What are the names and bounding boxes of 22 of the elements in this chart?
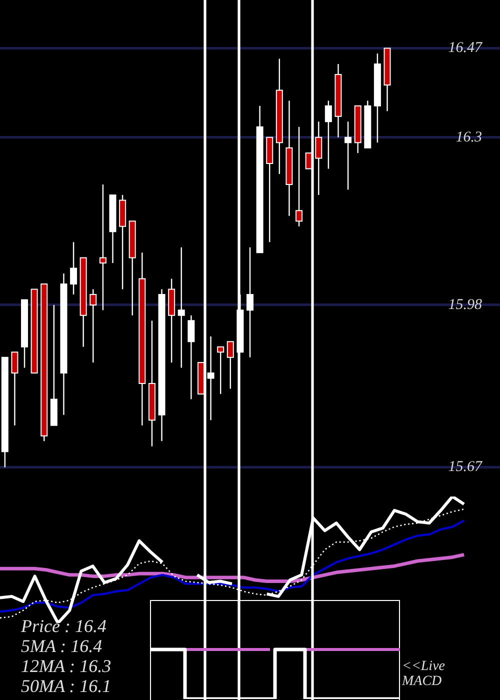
candlestick (90, 288, 97, 364)
annotation: MACD (402, 674, 442, 689)
annotation: <<Live (402, 659, 445, 674)
candlestick (99, 184, 106, 311)
y-tick-label: 15.98 (448, 296, 482, 313)
candlestick (178, 246, 185, 368)
candlestick (11, 351, 18, 426)
candlestick (70, 241, 78, 296)
candlestick (226, 341, 234, 390)
text: 5MA : 16.4 (21, 636, 102, 656)
y-tick-label: 16.3 (456, 129, 482, 146)
candlestick (296, 126, 303, 227)
y-tick-label: 16.47 (448, 40, 484, 56)
candlestick (344, 121, 352, 190)
candlestick (217, 346, 224, 395)
y-tick-label: 15.67 (448, 459, 484, 476)
text: 50MA : 16.1 (21, 676, 112, 696)
candlestick (324, 100, 332, 170)
annotation: Price : 16.4 (21, 616, 106, 636)
candlestick (188, 314, 195, 400)
text: 12MA : 16.3 (21, 656, 112, 676)
candlestick (246, 246, 254, 358)
